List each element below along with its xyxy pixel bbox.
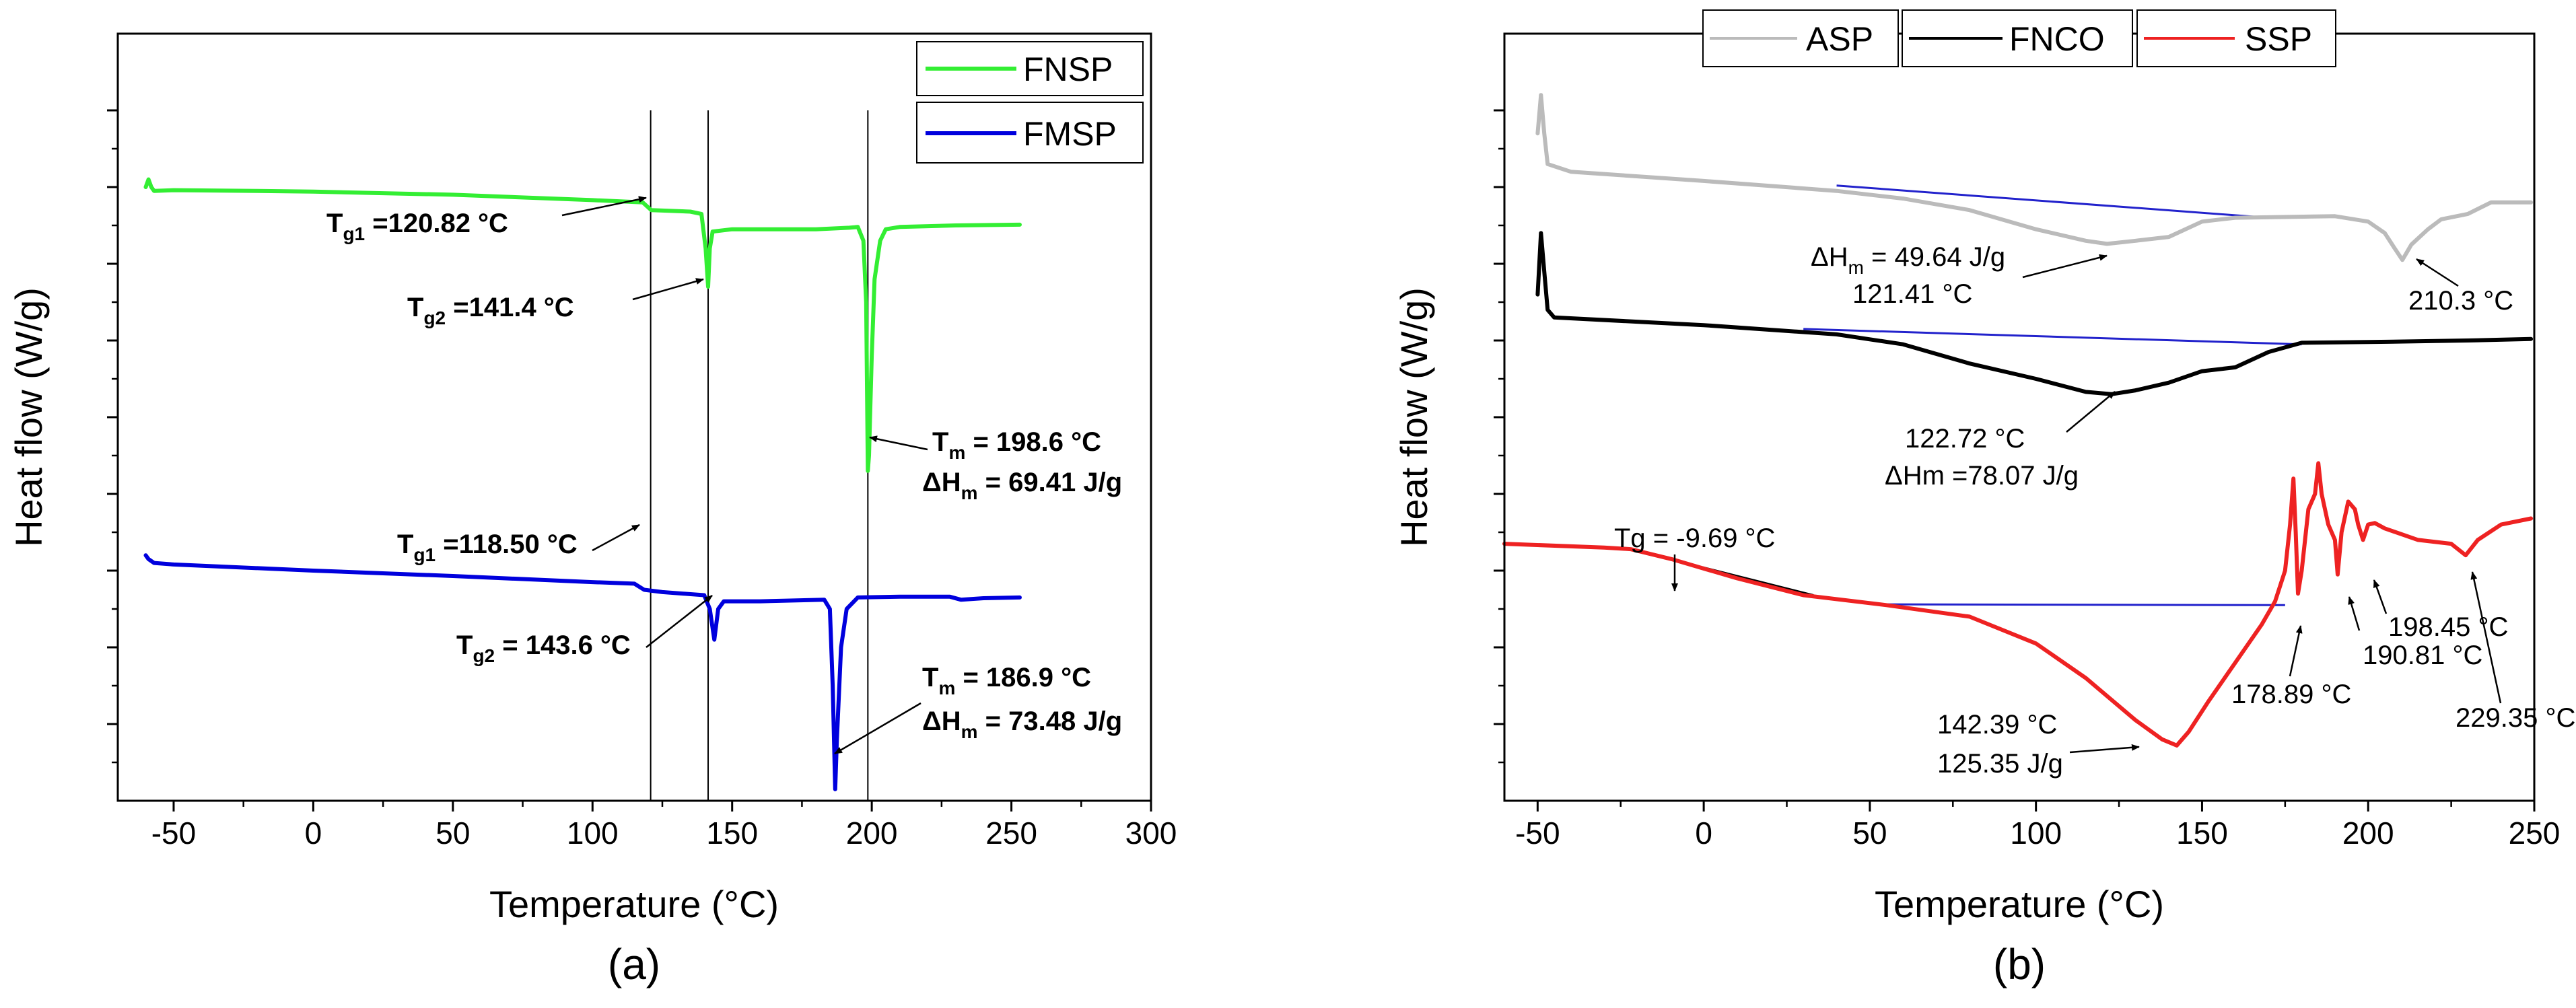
legend-label: SSP [2245,20,2312,58]
baseline [1886,603,2285,606]
annotation-tg2-fmsp: Tg2 = 143.6 °C [456,631,631,666]
annotation-arrow [2022,254,2108,279]
x-tick-label: 250 [985,816,1037,851]
panel-b: -50 0 50 100 150 200 250 Temperature (°C) Heat… [1393,9,2575,988]
panel-caption: (a) [608,940,660,988]
x-tick-label: 200 [846,816,898,851]
x-tick-label: 50 [436,816,470,851]
x-tick-label: 150 [706,816,758,851]
legend-entry-ssp: SSP [2136,9,2336,67]
annotation-tm-fnsp: Tm = 198.6 °C [932,427,1101,463]
series-line-ssp [1502,461,2534,748]
x-tick-label: 100 [2010,816,2062,851]
annotations: Tg1 =120.82 °C Tg2 =141.4 °C Tm = 198.6 … [326,196,1122,755]
annotation-tpeak2-asp: 210.3 °C [2408,286,2513,316]
annotation-dhm-fnsp: ΔHm = 69.41 J/g [922,468,1122,503]
x-tick-label: 50 [1852,816,1887,851]
annotation-t17889: 178.89 °C [2231,680,2351,709]
annotation-arrow [561,196,647,217]
annotation-t19081: 190.81 °C [2363,641,2482,670]
annotation-arrow [592,524,640,552]
x-tick-labels: -50 0 50 100 150 200 250 300 [151,816,1177,851]
legend-label: FMSP [1023,115,1117,153]
annotation-arrow [632,278,704,301]
series-layer [143,177,1022,791]
annotation-arrow [2069,744,2140,754]
annotation-dhm-asp: ΔHm = 49.64 J/g [1811,242,2005,278]
annotations: ΔHm = 49.64 J/g 121.41 °C 210.3 °C 122.7… [1614,242,2575,779]
annotation-arrow [834,702,921,755]
baseline [1803,328,2302,346]
panel-caption: (b) [1993,940,2046,988]
series-line-fmsp [143,553,1022,791]
annotation-tpeak-ssp: 142.39 °C [1937,710,2057,740]
series-line-fnco [1535,231,2534,396]
x-tick-label: 0 [305,816,322,851]
legend-label: FNSP [1023,50,1113,88]
series-layer [1502,93,2534,748]
axis-ticks [107,109,1152,812]
annotation-tm-fmsp: Tm = 186.9 °C [922,663,1091,698]
annotation-t19845: 198.45 °C [2388,612,2508,642]
annotation-tpeak-asp: 121.41 °C [1852,279,1972,309]
legend-entry-fmsp: FMSP [916,102,1144,164]
y-axis-label: Heat flow (W/g) [1393,287,1435,547]
annotation-tpeak-fnco: 122.72 °C [1905,424,2025,454]
glass-transition-guide-lines [650,110,869,801]
baseline [1836,184,2269,219]
annotation-tg1-fnsp: Tg1 =120.82 °C [326,209,508,244]
series-line-fnsp [143,177,1022,473]
annotation-arrow [2066,391,2116,433]
x-axis-label: Temperature (°C) [489,883,779,925]
annotation-dh-ssp: 125.35 J/g [1937,749,2063,779]
legend: ASP FNCO SSP [1702,9,2336,67]
x-axis-label: Temperature (°C) [1875,883,2164,925]
x-tick-label: 250 [2509,816,2561,851]
y-axis-label: Heat flow (W/g) [7,287,50,547]
annotation-arrow [2470,571,2502,704]
panel-a: -50 0 50 100 150 200 250 300 Temperature (°C) H… [7,32,1177,988]
annotation-tg-ssp: Tg = -9.69 °C [1614,524,1775,553]
axis-ticks [1494,109,2536,812]
plot-frame [1503,32,2536,802]
annotation-arrow [2416,258,2459,287]
legend-label: ASP [1806,20,1873,58]
legend-entry-fnsp: FNSP [916,41,1144,96]
annotation-arrow [2373,579,2388,614]
x-tick-label: 300 [1125,816,1177,851]
legend-label: FNCO [2009,20,2105,58]
x-tick-label: 100 [567,816,619,851]
annotation-tg2-fnsp: Tg2 =141.4 °C [407,293,574,328]
x-tick-label: 200 [2342,816,2394,851]
annotation-tg1-fmsp: Tg1 =118.50 °C [397,530,578,565]
annotation-arrow [869,435,928,451]
annotation-arrow [2289,625,2303,677]
legend-entry-asp: ASP [1702,9,1899,67]
annotation-dhm-fnco: ΔHm =78.07 J/g [1885,461,2079,491]
legend-entry-fnco: FNCO [1902,9,2133,67]
legend: FNSP FMSP [916,41,1144,164]
x-tick-label: 0 [1695,816,1712,851]
x-tick-label: 150 [2176,816,2228,851]
annotation-arrow [646,595,713,648]
x-tick-labels: -50 0 50 100 150 200 250 [1515,816,2560,851]
annotation-t22935: 229.35 °C [2456,703,2575,733]
x-tick-label: -50 [1515,816,1560,851]
x-tick-label: -50 [151,816,196,851]
annotation-dhm-fmsp: ΔHm = 73.48 J/g [922,707,1122,742]
annotation-arrow [2348,596,2361,631]
series-line-asp [1535,93,2534,262]
